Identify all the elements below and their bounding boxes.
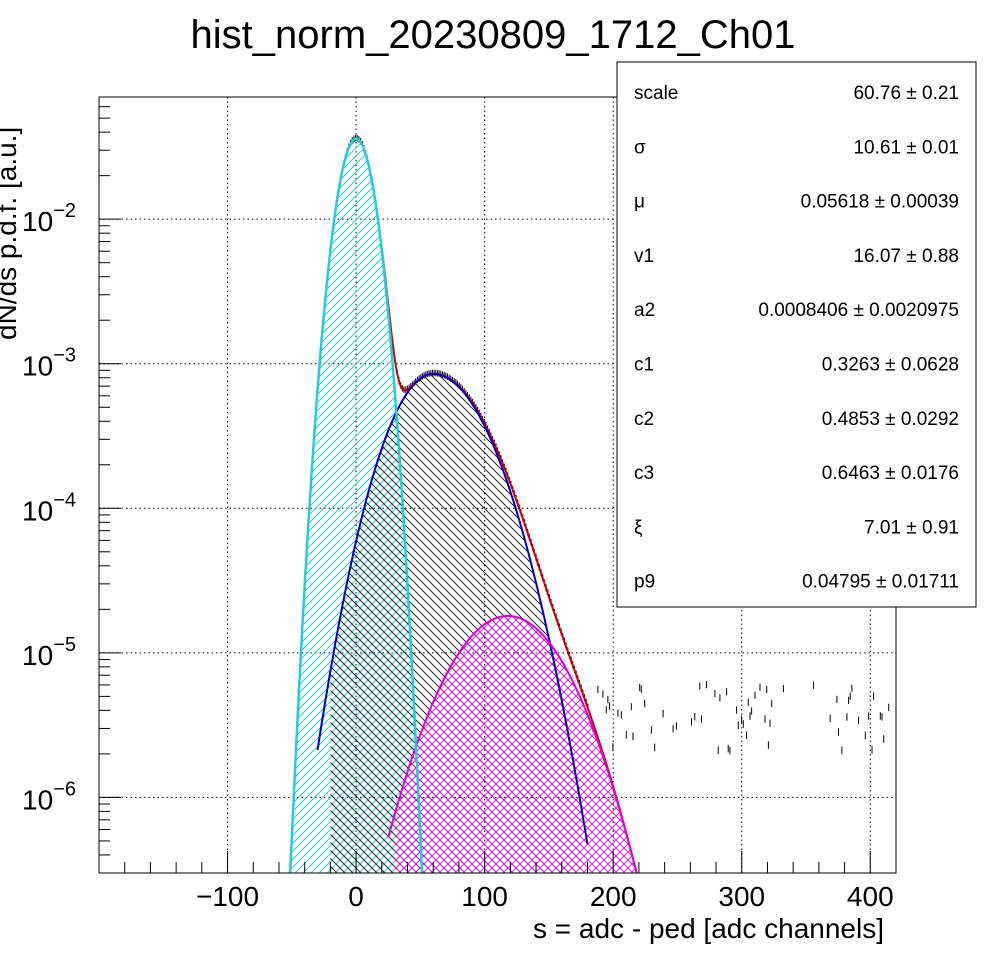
x-tick-label: 0 bbox=[348, 881, 364, 912]
y-tick-label: 10−3 bbox=[22, 345, 76, 382]
single-pe-curve bbox=[316, 372, 589, 845]
x-tick-label: 200 bbox=[590, 881, 637, 912]
stats-param-name: c2 bbox=[634, 409, 654, 430]
stats-param-value: 0.05618 ± 0.00039 bbox=[801, 192, 959, 213]
pedestal-curve bbox=[288, 137, 424, 873]
stats-param-value: 7.01 ± 0.91 bbox=[864, 517, 959, 538]
x-tick-label: 100 bbox=[461, 881, 508, 912]
stats-box-frame bbox=[616, 61, 977, 608]
x-axis-title: s = adc - ped [adc channels] bbox=[533, 913, 884, 944]
x-tick-label: −100 bbox=[196, 881, 259, 912]
stats-param-value: 60.76 ± 0.21 bbox=[853, 83, 959, 104]
stats-param-value: 0.3263 ± 0.0628 bbox=[822, 355, 959, 376]
double-pe-curve bbox=[387, 614, 638, 873]
stats-param-name: p9 bbox=[634, 572, 655, 593]
stats-param-value: 0.6463 ± 0.0176 bbox=[822, 463, 959, 484]
x-tick-label: 400 bbox=[847, 881, 894, 912]
fit-stats-box: scale 60.76 ± 0.21 σ 10.61 ± 0.01 μ 0.05618 ±… bbox=[616, 61, 977, 608]
x-axis-ticks: −100 0 100 200 300 400 bbox=[124, 851, 897, 912]
y-tick-label: 10−5 bbox=[22, 634, 76, 671]
stats-param-name: ξ bbox=[634, 517, 643, 538]
stats-param-value: 10.61 ± 0.01 bbox=[853, 137, 959, 158]
x-tick-label: 300 bbox=[718, 881, 765, 912]
stats-param-name: σ bbox=[634, 137, 646, 158]
double-pe-hatched-area bbox=[394, 615, 652, 873]
stats-param-value: 0.04795 ± 0.01711 bbox=[802, 572, 959, 593]
stats-param-value: 0.4853 ± 0.0292 bbox=[822, 409, 959, 430]
stats-param-name: μ bbox=[634, 192, 645, 213]
chart-title: hist_norm_20230809_1712_Ch01 bbox=[191, 13, 796, 57]
y-axis-ticks: 10−6 10−5 10−4 10−3 10−2 bbox=[22, 96, 121, 874]
stats-param-name: v1 bbox=[634, 246, 654, 267]
stats-param-name: c1 bbox=[634, 355, 654, 376]
stats-param-value: 0.0008406 ± 0.0020975 bbox=[758, 300, 959, 321]
stats-param-name: c3 bbox=[634, 463, 654, 484]
stats-param-name: a2 bbox=[634, 300, 655, 321]
y-tick-label: 10−4 bbox=[22, 489, 76, 526]
stats-param-value: 16.07 ± 0.88 bbox=[853, 246, 959, 267]
stats-param-name: scale bbox=[634, 83, 678, 104]
y-tick-label: 10−6 bbox=[22, 778, 76, 815]
y-axis-title: dN/ds p.d.f. [a.u.] bbox=[0, 127, 22, 340]
y-tick-label: 10−2 bbox=[22, 200, 76, 237]
